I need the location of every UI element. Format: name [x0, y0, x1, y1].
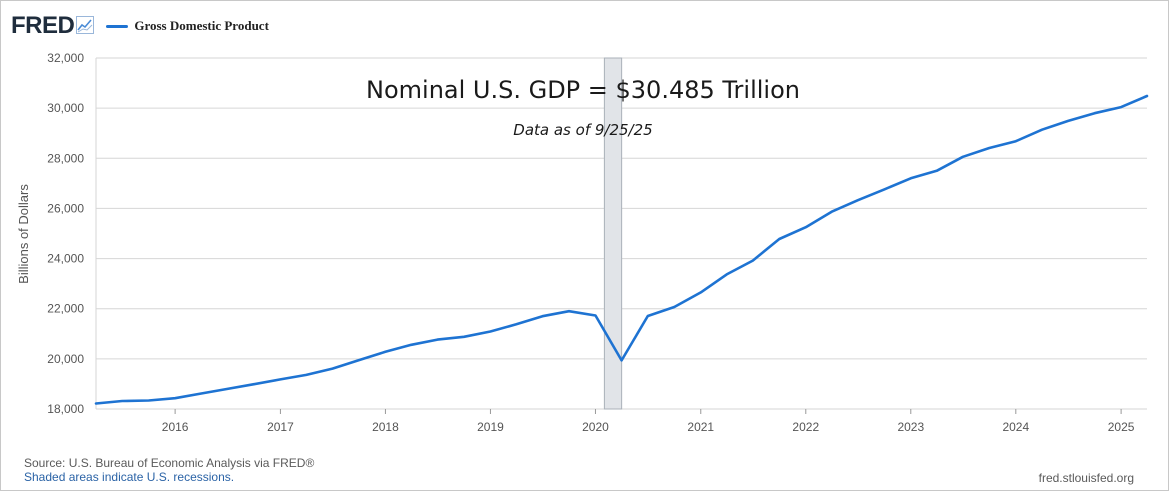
- gdp-data-point[interactable]: [329, 366, 335, 372]
- x-tick-label: 2024: [1002, 420, 1029, 434]
- gdp-data-point[interactable]: [1092, 110, 1098, 116]
- gdp-data-point[interactable]: [408, 342, 414, 348]
- gdp-data-point[interactable]: [698, 289, 704, 295]
- x-tick-label: 2018: [372, 420, 399, 434]
- x-tick-label: 2016: [162, 420, 189, 434]
- recession-band: [603, 57, 623, 410]
- x-tick-label: 2025: [1108, 420, 1135, 434]
- fred-logo[interactable]: FRED: [11, 12, 75, 39]
- gdp-data-point[interactable]: [1118, 104, 1124, 110]
- chart-legend: Gross Domestic Product: [106, 18, 269, 34]
- source-text: Source: U.S. Bureau of Economic Analysis…: [24, 456, 315, 470]
- y-axis-label: Billions of Dollars: [16, 184, 31, 284]
- gdp-data-point[interactable]: [592, 312, 598, 318]
- gdp-data-point[interactable]: [461, 334, 467, 340]
- gdp-data-point[interactable]: [198, 390, 204, 396]
- fred-site-link[interactable]: fred.stlouisfed.org: [1038, 471, 1134, 485]
- chart-title: Nominal U.S. GDP = $30.485 Trillion: [366, 76, 800, 104]
- gdp-data-point[interactable]: [1144, 93, 1150, 99]
- gdp-data-point[interactable]: [881, 186, 887, 192]
- gdp-data-point[interactable]: [251, 381, 257, 387]
- gdp-data-point[interactable]: [908, 175, 914, 181]
- footer-source: Source: U.S. Bureau of Economic Analysis…: [24, 456, 314, 484]
- gdp-data-point[interactable]: [960, 154, 966, 160]
- gdp-data-point[interactable]: [277, 376, 283, 382]
- y-tick-label: 28,000: [47, 151, 84, 165]
- line-chart-icon: [76, 16, 95, 34]
- y-tick-label: 22,000: [47, 302, 84, 316]
- gdp-data-point[interactable]: [224, 386, 230, 392]
- gdp-data-point[interactable]: [487, 329, 493, 335]
- gdp-data-point[interactable]: [119, 398, 125, 404]
- y-tick-label: 18,000: [47, 402, 84, 416]
- gdp-data-point[interactable]: [435, 337, 441, 343]
- gdp-data-point[interactable]: [540, 313, 546, 319]
- gdp-data-point[interactable]: [356, 357, 362, 363]
- x-tick-label: 2023: [897, 420, 924, 434]
- chart-header: FRED Gross Domestic Product: [11, 11, 269, 41]
- gdp-data-point[interactable]: [146, 397, 152, 403]
- y-tick-label: 30,000: [47, 101, 84, 115]
- x-tick-label: 2022: [792, 420, 819, 434]
- gdp-data-point[interactable]: [855, 197, 861, 203]
- gdp-data-point[interactable]: [1013, 138, 1019, 144]
- y-tick-label: 26,000: [47, 201, 84, 215]
- gdp-data-point[interactable]: [566, 308, 572, 314]
- gdp-series-line[interactable]: [94, 94, 1149, 405]
- gdp-data-point[interactable]: [829, 209, 835, 215]
- y-tick-label: 32,000: [47, 51, 84, 65]
- gdp-data-point[interactable]: [1065, 118, 1071, 124]
- x-tick-label: 2019: [477, 420, 504, 434]
- y-tick-label: 24,000: [47, 252, 84, 266]
- gdp-data-point[interactable]: [513, 321, 519, 327]
- gdp-data-point[interactable]: [645, 313, 651, 319]
- x-tick-label: 2017: [267, 420, 294, 434]
- legend-swatch: [106, 24, 129, 28]
- gdp-data-point[interactable]: [1039, 127, 1045, 133]
- gdp-data-point[interactable]: [986, 145, 992, 151]
- x-tick-label: 2021: [687, 420, 714, 434]
- x-tick-label: 2020: [582, 420, 609, 434]
- gdp-data-point[interactable]: [93, 400, 99, 406]
- gdp-data-point[interactable]: [776, 236, 782, 242]
- gdp-data-point[interactable]: [934, 168, 940, 174]
- gdp-data-point[interactable]: [671, 304, 677, 310]
- gdp-data-point[interactable]: [172, 395, 178, 401]
- gdp-data-point[interactable]: [382, 349, 388, 355]
- gdp-data-point[interactable]: [724, 271, 730, 277]
- y-tick-label: 20,000: [47, 352, 84, 366]
- gdp-data-point[interactable]: [803, 224, 809, 230]
- gdp-data-point[interactable]: [619, 357, 625, 363]
- chart-subtitle: Data as of 9/25/25: [513, 121, 652, 139]
- legend-label: Gross Domestic Product: [134, 18, 269, 33]
- recession-note[interactable]: Shaded areas indicate U.S. recessions.: [24, 470, 235, 484]
- gdp-data-point[interactable]: [750, 258, 756, 264]
- gdp-data-point[interactable]: [303, 372, 309, 378]
